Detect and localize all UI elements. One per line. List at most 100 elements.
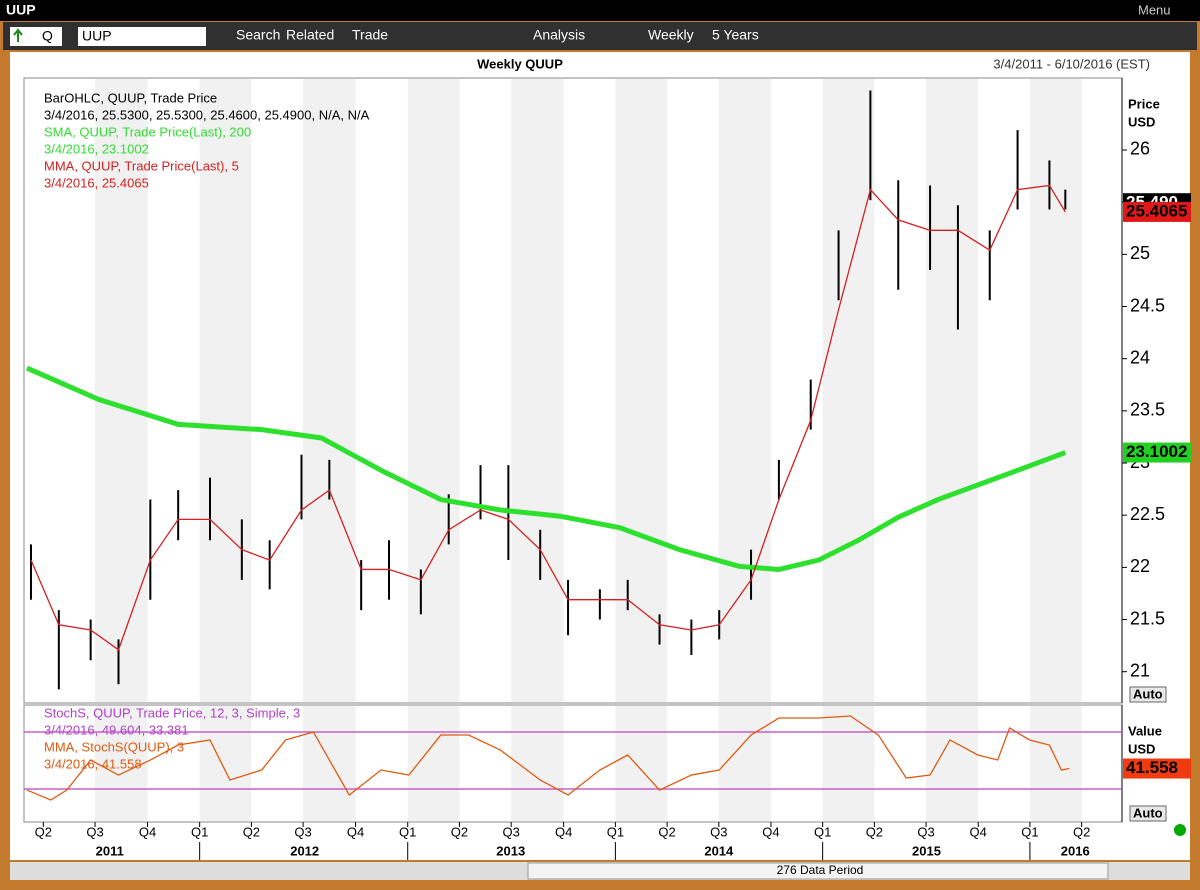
title-bar — [0, 0, 1200, 21]
status-dot — [1174, 824, 1186, 836]
legend-last: 3/4/2016, 49.604, 33.381 — [44, 722, 189, 737]
security-box[interactable] — [10, 27, 62, 46]
series-line — [25, 365, 1067, 572]
x-tick-label: Q2 — [1073, 824, 1090, 839]
quarter-band — [615, 706, 668, 821]
quarter-band — [511, 79, 564, 702]
axis-unit: USD — [1128, 114, 1155, 129]
quarter-band — [199, 79, 252, 702]
legend-name: BarOHLC, QUUP, Trade Price — [44, 90, 217, 105]
menu-button[interactable]: Menu — [1138, 2, 1171, 17]
x-tick-label: Q2 — [35, 824, 52, 839]
quarter-band — [303, 706, 356, 821]
axis-label: Value — [1128, 723, 1162, 738]
quarter-band — [407, 706, 460, 821]
ticker-text: UUP — [82, 28, 112, 44]
quarter-band — [926, 706, 979, 821]
auto-button[interactable] — [1129, 805, 1167, 822]
toolbar-item[interactable]: Related — [286, 27, 334, 43]
toolbar-item[interactable]: Trade — [352, 27, 388, 43]
x-tick-label: Q1 — [607, 824, 624, 839]
arrow-icon — [13, 28, 23, 42]
y-tick-label: 25 — [1130, 243, 1150, 263]
y-tick-label: 21.5 — [1130, 608, 1165, 628]
scroll-thumb[interactable] — [527, 862, 1109, 880]
x-tick-label: Q4 — [555, 824, 572, 839]
y-tick-label: 22.5 — [1130, 504, 1165, 524]
year-label: 2013 — [496, 843, 525, 858]
quarter-band — [718, 79, 771, 702]
year-label: 2011 — [96, 843, 124, 858]
last-value-badge — [1123, 201, 1191, 222]
x-tick-label: Q1 — [1021, 824, 1038, 839]
x-tick-label: Q2 — [243, 824, 260, 839]
year-label: 2016 — [1061, 843, 1090, 858]
toolbar-item[interactable]: Search — [236, 27, 280, 43]
year-label: 2012 — [290, 843, 319, 858]
y-tick-label: 24.5 — [1130, 295, 1165, 315]
quarter-band — [407, 79, 460, 702]
x-tick-label: Q3 — [710, 824, 727, 839]
auto-label[interactable]: Auto — [1133, 805, 1163, 820]
last-value-label: 25.4065 — [1126, 201, 1187, 220]
auto-button[interactable] — [1129, 686, 1167, 703]
quarter-band — [615, 79, 668, 702]
legend-name: MMA, StochS(QUUP), 3 — [44, 739, 184, 754]
y-tick-label: 24 — [1130, 347, 1150, 367]
x-tick-label: Q4 — [970, 824, 987, 839]
x-tick-label: Q4 — [762, 824, 779, 839]
x-tick-label: Q3 — [502, 824, 519, 839]
legend-last: 3/4/2016, 41.558 — [44, 756, 142, 771]
quarter-band — [511, 706, 564, 821]
axis-unit: USD — [1128, 741, 1155, 756]
quarter-band — [718, 706, 771, 821]
x-tick-label: Q4 — [347, 824, 364, 839]
last-value-badge — [1123, 442, 1191, 463]
series-line — [26, 715, 1070, 801]
quarter-band — [926, 79, 979, 702]
toolbar-item[interactable]: Weekly — [648, 27, 694, 43]
last-value-label: 23.1002 — [1126, 442, 1187, 461]
toolbar-item[interactable]: 5 Years — [712, 27, 759, 43]
chart-header-title: Weekly QUUP — [477, 56, 563, 71]
quarter-band — [199, 706, 252, 821]
legend-last: 3/4/2016, 25.5300, 25.5300, 25.4600, 25.… — [44, 107, 370, 122]
window-title: UUP — [6, 2, 36, 18]
quarter-band — [1029, 79, 1082, 702]
y-tick-label: 21 — [1130, 660, 1150, 680]
x-tick-label: Q3 — [917, 824, 934, 839]
x-tick-label: Q1 — [191, 824, 208, 839]
legend-last: 3/4/2016, 23.1002 — [44, 141, 149, 156]
series-line — [30, 184, 1066, 651]
security-field: Q — [42, 28, 53, 44]
year-label: 2015 — [912, 843, 941, 858]
y-tick-label: 23.5 — [1130, 400, 1165, 420]
y-tick-label: 22 — [1130, 556, 1150, 576]
legend-name: SMA, QUUP, Trade Price(Last), 200 — [44, 124, 251, 139]
y-tick-label: 26 — [1130, 139, 1150, 159]
legend-last: 3/4/2016, 25.4065 — [44, 175, 149, 190]
last-value-label: 41.558 — [1126, 758, 1178, 777]
quarter-band — [95, 79, 148, 702]
x-tick-label: Q2 — [866, 824, 883, 839]
quarter-band — [822, 706, 875, 821]
toolbar-item[interactable]: Analysis — [533, 27, 585, 43]
x-tick-label: Q4 — [139, 824, 156, 839]
quarter-band — [1029, 706, 1082, 821]
x-tick-label: Q1 — [814, 824, 831, 839]
ticker-input[interactable] — [78, 27, 206, 46]
x-tick-label: Q3 — [86, 824, 103, 839]
data-period: 276 Data Period — [777, 863, 864, 877]
quarter-band — [822, 79, 875, 702]
auto-label[interactable]: Auto — [1133, 686, 1163, 701]
x-tick-label: Q2 — [451, 824, 468, 839]
x-tick-label: Q2 — [658, 824, 675, 839]
quarter-band — [303, 79, 356, 702]
x-tick-label: Q3 — [294, 824, 311, 839]
axis-label: Price — [1128, 96, 1160, 111]
chart-date-range: 3/4/2011 - 6/10/2016 (EST) — [993, 56, 1150, 71]
legend-name: StochS, QUUP, Trade Price, 12, 3, Simple… — [44, 705, 300, 720]
quarter-band — [95, 706, 148, 821]
year-label: 2014 — [704, 843, 734, 858]
